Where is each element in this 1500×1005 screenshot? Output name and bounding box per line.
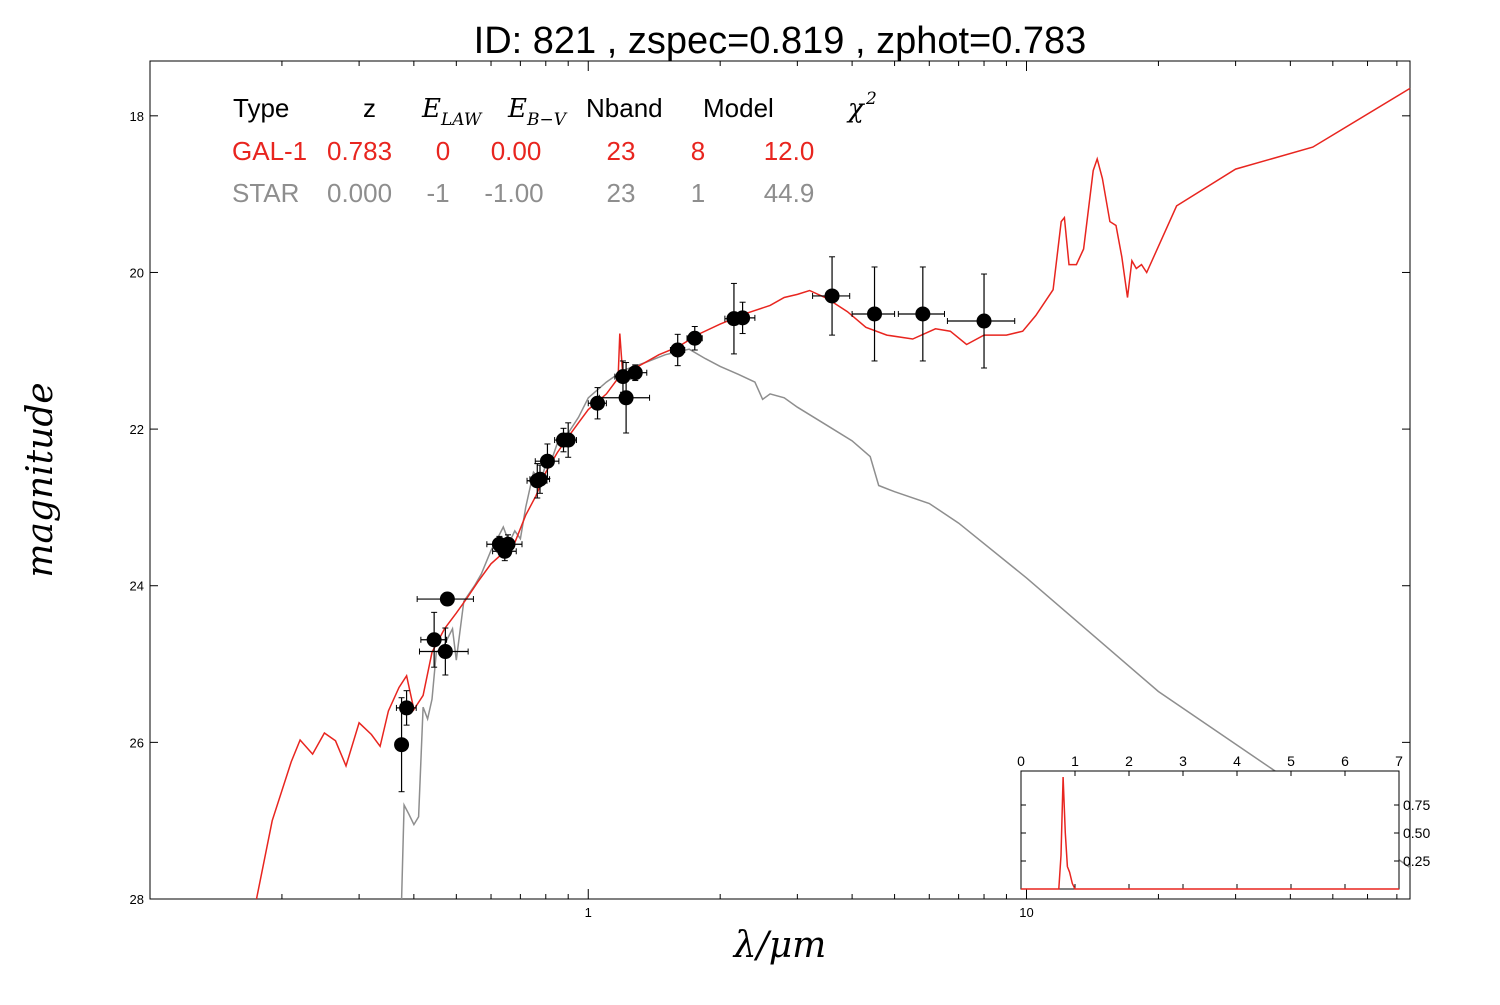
photometry-point bbox=[622, 364, 648, 382]
photometry-point bbox=[395, 690, 417, 726]
header-ebv-sub: B−V bbox=[526, 110, 568, 130]
x-tick-label: 1 bbox=[585, 905, 592, 920]
data-point bbox=[394, 737, 410, 753]
y-tick-label: 20 bbox=[130, 265, 144, 280]
photometry-point bbox=[614, 360, 632, 393]
header-chi-sup: 2 bbox=[865, 89, 877, 109]
photometry-point bbox=[669, 333, 686, 367]
photometry-point bbox=[728, 301, 756, 335]
data-point bbox=[590, 395, 606, 411]
data-point bbox=[399, 700, 415, 716]
photometry-point bbox=[492, 534, 523, 555]
results-table: Type z E LAW E B−V Nband Model χ 2 GAL-1… bbox=[232, 89, 877, 208]
y-tick-label: 24 bbox=[130, 579, 144, 594]
photometry-point bbox=[946, 273, 1016, 369]
star-nband: 23 bbox=[607, 178, 636, 208]
data-point bbox=[560, 432, 576, 448]
photometry-point bbox=[416, 591, 474, 607]
data-point bbox=[426, 632, 442, 648]
redshift-pdf-inset: 0 1 2 3 4 5 6 7 0.25 0.50 0.75 bbox=[1017, 753, 1430, 890]
y-axis-label: magnitude bbox=[20, 382, 61, 577]
header-chi: χ bbox=[846, 94, 866, 124]
header-elaw-sub: LAW bbox=[440, 110, 483, 130]
gal-nband: 23 bbox=[607, 136, 636, 166]
data-point bbox=[867, 306, 883, 322]
inset-pdf-line bbox=[1021, 776, 1399, 890]
data-point bbox=[500, 536, 516, 552]
photometry-point bbox=[559, 422, 577, 458]
data-point bbox=[618, 390, 634, 406]
star-chi2: 44.9 bbox=[764, 178, 815, 208]
data-point bbox=[824, 288, 840, 304]
x-axis-label: λ/μm bbox=[732, 925, 826, 966]
gal-ebv: 0.00 bbox=[491, 136, 542, 166]
data-point bbox=[437, 644, 453, 660]
inset-frame bbox=[1020, 770, 1400, 890]
header-elaw: E bbox=[421, 94, 441, 124]
y-tick-label: 26 bbox=[130, 735, 144, 750]
gal-type: GAL-1 bbox=[232, 136, 307, 166]
data-point bbox=[915, 306, 931, 322]
star-z: 0.000 bbox=[327, 178, 392, 208]
star-model: 1 bbox=[691, 178, 705, 208]
star-elaw: -1 bbox=[426, 178, 449, 208]
inset-x-tick-label: 6 bbox=[1341, 753, 1349, 769]
photometry-point bbox=[418, 627, 469, 676]
photometry-point bbox=[420, 611, 448, 668]
row-galaxy: GAL-1 0.783 0 0.00 23 8 12.0 bbox=[232, 136, 814, 166]
header-z: z bbox=[363, 93, 376, 123]
data-point bbox=[670, 342, 686, 358]
photometry-point bbox=[686, 325, 703, 351]
star-ebv: -1.00 bbox=[484, 178, 543, 208]
inset-x-tick-label: 2 bbox=[1125, 753, 1133, 769]
plot-frame bbox=[149, 60, 1411, 900]
photometry-point bbox=[529, 464, 551, 494]
inset-x-tick-label: 0 bbox=[1017, 753, 1025, 769]
data-point bbox=[687, 330, 703, 346]
header-nband: Nband bbox=[586, 93, 663, 123]
inset-x-tick-label: 7 bbox=[1395, 753, 1403, 769]
photometry-point bbox=[897, 266, 946, 362]
y-tick-label: 18 bbox=[130, 109, 144, 124]
inset-x-tick-label: 5 bbox=[1287, 753, 1295, 769]
header-type: Type bbox=[233, 93, 289, 123]
photometry-point bbox=[598, 362, 651, 434]
gal-z: 0.783 bbox=[327, 136, 392, 166]
data-point bbox=[627, 365, 643, 381]
photometry-point bbox=[587, 387, 607, 420]
y-tick-label: 28 bbox=[130, 892, 144, 907]
data-point bbox=[439, 591, 455, 607]
inset-y-tick-label: 0.25 bbox=[1403, 853, 1430, 869]
inset-x-tick-label: 1 bbox=[1071, 753, 1079, 769]
data-point bbox=[539, 453, 555, 469]
gal-elaw: 0 bbox=[436, 136, 450, 166]
star-type: STAR bbox=[232, 178, 299, 208]
photometry-point bbox=[851, 266, 896, 362]
row-star: STAR 0.000 -1 -1.00 23 1 44.9 bbox=[232, 178, 814, 208]
inset-x-tick-label: 3 bbox=[1179, 753, 1187, 769]
gal-model: 8 bbox=[691, 136, 705, 166]
points-layer bbox=[394, 256, 1016, 793]
data-point bbox=[532, 471, 548, 487]
inset-y-tick-label: 0.75 bbox=[1403, 797, 1430, 813]
gal-chi2: 12.0 bbox=[764, 136, 815, 166]
data-point bbox=[735, 310, 751, 326]
y-tick-label: 22 bbox=[130, 422, 144, 437]
inset-x-tick-label: 4 bbox=[1233, 753, 1241, 769]
x-tick-label: 10 bbox=[1019, 905, 1033, 920]
chart-title: ID: 821 , zspec=0.819 , zphot=0.783 bbox=[474, 20, 1087, 62]
header-model: Model bbox=[703, 93, 774, 123]
photometry-point bbox=[534, 443, 560, 479]
header-ebv: E bbox=[507, 94, 527, 124]
photometry-point bbox=[812, 256, 851, 336]
inset-y-tick-label: 0.50 bbox=[1403, 825, 1430, 841]
data-point bbox=[976, 313, 992, 329]
